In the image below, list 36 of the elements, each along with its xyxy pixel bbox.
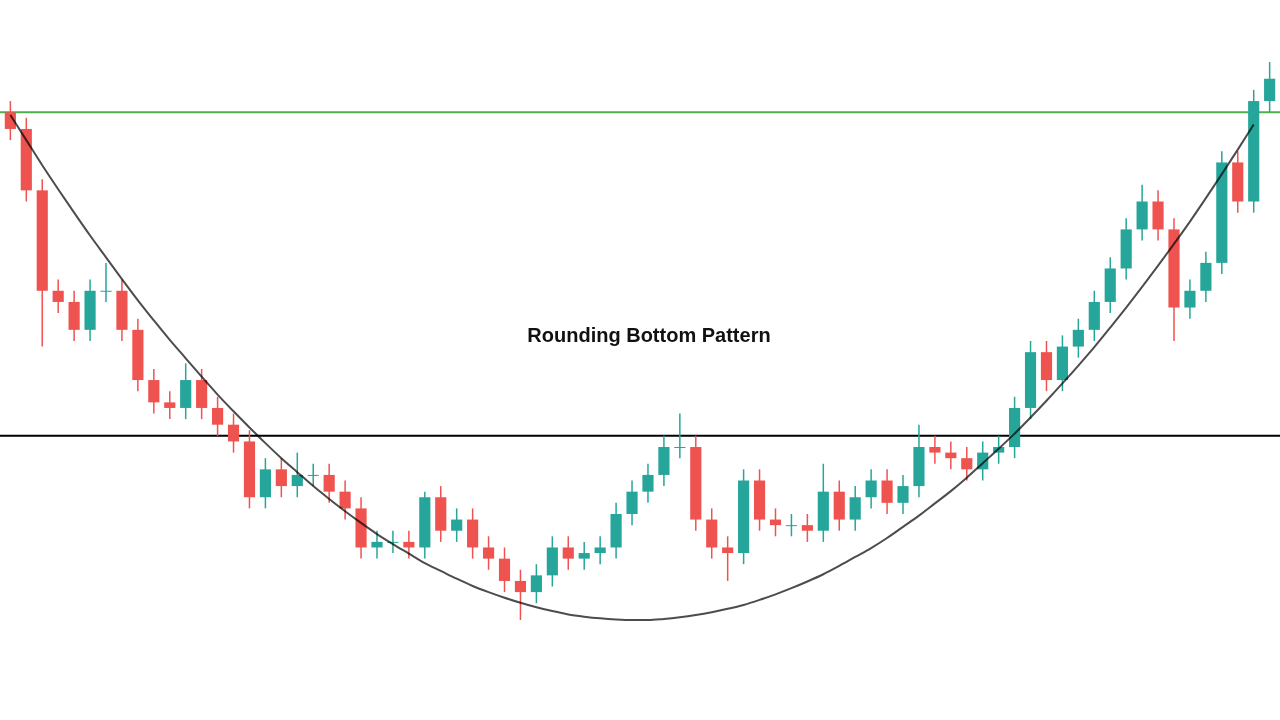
candlestick bbox=[674, 412, 686, 459]
candlestick bbox=[530, 563, 542, 605]
candlestick bbox=[881, 468, 893, 515]
candlestick bbox=[339, 479, 351, 521]
candlestick bbox=[1184, 278, 1196, 320]
candlestick bbox=[275, 457, 287, 498]
candlestick bbox=[451, 507, 463, 543]
candlestick bbox=[52, 278, 64, 314]
candlestick bbox=[164, 390, 176, 420]
candlestick bbox=[594, 535, 606, 565]
candlestick bbox=[722, 535, 734, 582]
candlestick bbox=[801, 513, 813, 543]
candlestick bbox=[578, 541, 590, 571]
candlestick bbox=[562, 535, 574, 571]
candlestick bbox=[227, 412, 240, 454]
candlestick bbox=[100, 262, 112, 303]
candlestick bbox=[961, 446, 973, 482]
candlestick bbox=[865, 468, 877, 510]
candlestick bbox=[897, 474, 909, 515]
candlestick bbox=[785, 513, 798, 538]
candlestick bbox=[1072, 317, 1084, 359]
candlestick bbox=[498, 546, 511, 593]
candlestick bbox=[148, 368, 160, 415]
candlestick bbox=[514, 569, 527, 621]
candlestick bbox=[212, 396, 224, 437]
candlestick bbox=[482, 535, 495, 571]
candlestick bbox=[626, 479, 638, 526]
candlestick bbox=[929, 435, 941, 465]
candlestick bbox=[371, 529, 383, 560]
candlestick bbox=[849, 485, 861, 532]
candlestick bbox=[323, 463, 335, 504]
candlestick bbox=[307, 463, 319, 487]
text: Rounding Bottom Pattern bbox=[527, 324, 771, 346]
candlestick bbox=[642, 463, 654, 504]
candlestick bbox=[1264, 61, 1276, 113]
candlestick bbox=[291, 451, 303, 498]
